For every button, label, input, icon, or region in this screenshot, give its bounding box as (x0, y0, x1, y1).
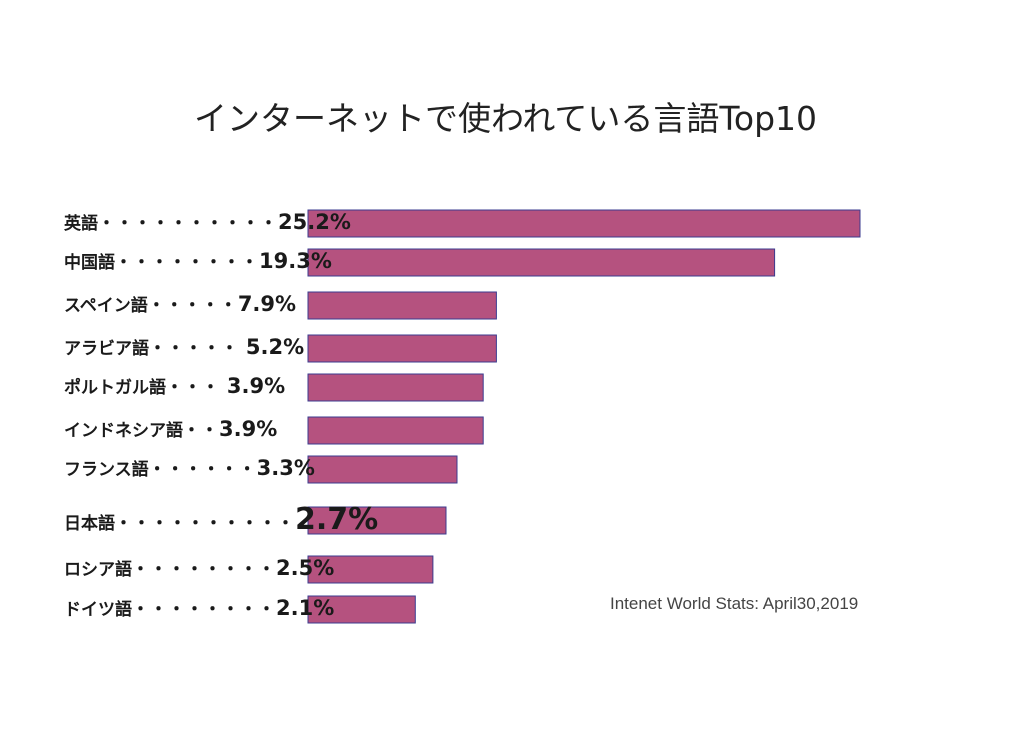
leader-dots: ・・・・・・・・ (132, 600, 276, 620)
leader-dots: ・・・・・ (147, 296, 238, 316)
value-label: 7.9% (237, 292, 297, 316)
value-label: 25.2% (278, 210, 351, 234)
category-name: インドネシア語 (64, 421, 183, 441)
bar-7 (307, 455, 458, 484)
chart-title: インターネットで使われている言語Top10 (193, 99, 818, 138)
category-row-label: インドネシア語・・3.9% (64, 419, 277, 440)
leader-dots: ・・・・・・・・ (132, 560, 276, 580)
value-label: 2.1% (276, 596, 335, 620)
leader-dots: ・・・・・・・・ (115, 253, 259, 273)
category-name: 中国語 (64, 253, 115, 273)
category-row-label: フランス語・・・・・・3.3% (64, 458, 315, 479)
category-name: アラビア語 (64, 339, 149, 359)
category-row-label: スペイン語・・・・・7.9% (64, 294, 296, 315)
value-label: 2.7% (295, 502, 379, 537)
category-name: 英語 (64, 214, 98, 234)
category-row-label: アラビア語・・・・・ 5.2% (64, 337, 304, 358)
category-name: 日本語 (64, 514, 115, 534)
category-row-label: 英語・・・・・・・・・・25.2% (64, 212, 351, 233)
category-name: スペイン語 (64, 296, 148, 316)
bar-2 (307, 248, 776, 277)
value-label: 2.5% (276, 556, 335, 580)
value-label: 19.3% (259, 249, 332, 273)
leader-dots: ・・・・・ (149, 339, 246, 359)
leader-dots: ・・・・・・・・・・ (98, 214, 278, 234)
bar-1 (307, 209, 861, 238)
value-label: 5.2% (245, 335, 305, 359)
value-label: 3.9% (219, 417, 278, 441)
bar-3 (307, 291, 497, 320)
leader-dots: ・・・・・・・・・・ (115, 514, 295, 534)
category-name: ドイツ語 (64, 600, 132, 620)
value-label: 3.3% (256, 456, 315, 480)
bar-8 (307, 506, 447, 535)
bar-5 (307, 373, 484, 402)
category-name: フランス語 (64, 460, 149, 480)
bar-10 (307, 595, 416, 624)
value-label: 3.9% (226, 374, 286, 398)
category-row-label: ポルトガル語・・・ 3.9% (64, 376, 285, 397)
leader-dots: ・・ (183, 421, 219, 441)
category-name: ポルトガル語 (64, 378, 166, 398)
leader-dots: ・・・・・・ (148, 460, 257, 480)
category-row-label: ドイツ語・・・・・・・・2.1% (64, 598, 334, 619)
category-row-label: 日本語・・・・・・・・・・2.7% (64, 505, 378, 535)
category-name: ロシア語 (64, 560, 132, 580)
source-annotation: Intenet World Stats: April30,2019 (610, 594, 859, 613)
category-row-label: 中国語・・・・・・・・19.3% (64, 251, 332, 272)
category-row-label: ロシア語・・・・・・・・2.5% (64, 558, 334, 579)
bar-6 (307, 416, 484, 445)
leader-dots: ・・・ (166, 378, 227, 398)
bar-4 (307, 334, 497, 363)
bar-9 (307, 555, 434, 584)
